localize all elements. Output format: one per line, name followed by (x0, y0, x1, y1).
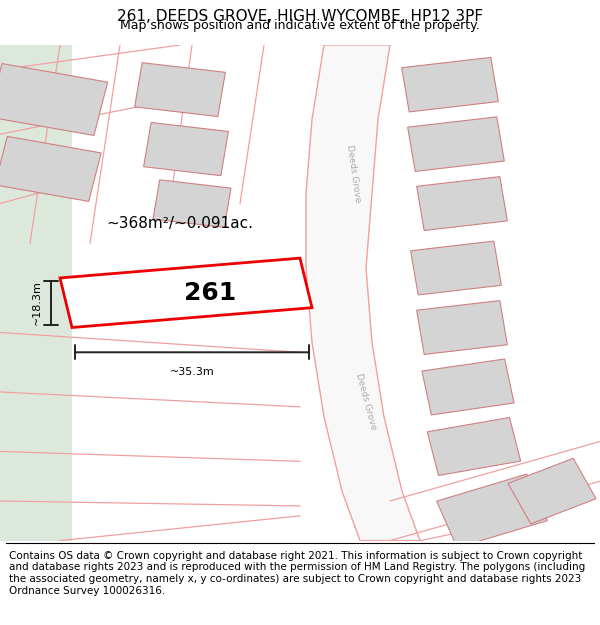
Text: 261, DEEDS GROVE, HIGH WYCOMBE, HP12 3PF: 261, DEEDS GROVE, HIGH WYCOMBE, HP12 3PF (117, 9, 483, 24)
Bar (134, 62, 226, 116)
Bar (410, 241, 502, 295)
Text: 261: 261 (184, 281, 236, 305)
Text: Contains OS data © Crown copyright and database right 2021. This information is : Contains OS data © Crown copyright and d… (9, 551, 585, 596)
Bar (0, 136, 101, 201)
Text: Deeds Grove: Deeds Grove (346, 144, 362, 203)
Bar (422, 359, 514, 415)
Text: Deeds Grove: Deeds Grove (354, 372, 378, 431)
Text: ~18.3m: ~18.3m (32, 280, 42, 325)
Bar (437, 474, 547, 548)
Bar (416, 301, 508, 354)
Polygon shape (306, 45, 420, 541)
Bar (0, 64, 107, 136)
Polygon shape (0, 45, 72, 541)
Text: ~368m²/~0.091ac.: ~368m²/~0.091ac. (107, 216, 254, 231)
Bar (407, 117, 505, 171)
Bar (508, 458, 596, 524)
Bar (427, 418, 521, 476)
Text: ~35.3m: ~35.3m (170, 367, 214, 377)
Bar (143, 122, 229, 176)
Text: Map shows position and indicative extent of the property.: Map shows position and indicative extent… (120, 19, 480, 31)
Bar (153, 180, 231, 228)
Bar (401, 58, 499, 112)
Polygon shape (60, 258, 312, 328)
Bar (416, 177, 508, 231)
